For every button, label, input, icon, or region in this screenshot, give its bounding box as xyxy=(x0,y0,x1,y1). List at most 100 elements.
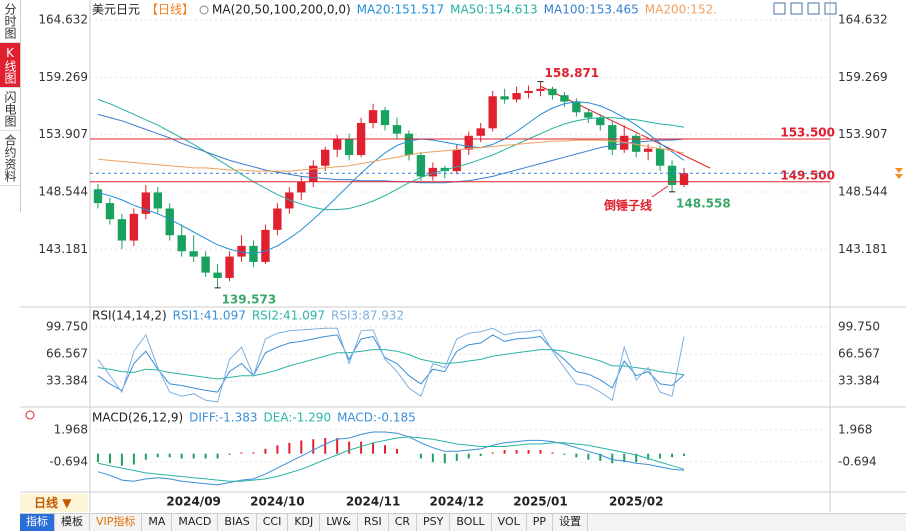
settings-icon[interactable] xyxy=(25,410,35,420)
candle-body xyxy=(536,88,545,91)
ma-line xyxy=(97,101,685,254)
toolbar-button[interactable]: MACD xyxy=(172,514,219,531)
candle-body xyxy=(667,165,677,185)
ma-line xyxy=(97,113,685,184)
candle-body xyxy=(93,189,103,204)
indicator-line xyxy=(97,431,685,486)
icon[interactable] xyxy=(807,2,820,15)
y-tick-label: 99.750 xyxy=(46,319,88,333)
toolbar-button[interactable]: RSI xyxy=(358,514,389,531)
candle-body xyxy=(464,135,473,150)
y-tick-label-right: 159.269 xyxy=(838,70,888,84)
candle-body xyxy=(309,165,318,182)
candle-body xyxy=(129,213,139,241)
candle-body xyxy=(297,181,306,193)
x-tick-label: 2025/01 xyxy=(513,495,567,509)
candle-body xyxy=(105,203,115,220)
x-tick-label: 2024/11 xyxy=(346,495,400,509)
candle-body xyxy=(404,133,414,156)
candle-body xyxy=(620,135,629,150)
candle-body xyxy=(655,148,665,166)
ma-line xyxy=(97,139,685,172)
candle-body xyxy=(488,96,497,129)
toolbar-button[interactable]: BIAS xyxy=(218,514,257,531)
sidebar-tab[interactable]: K线图 xyxy=(0,43,20,88)
toolbar-button[interactable]: 设置 xyxy=(553,514,589,531)
y-tick-label: 1.968 xyxy=(54,422,88,436)
candle-body xyxy=(679,173,689,185)
y-tick-label-right: 33.384 xyxy=(838,374,880,388)
y-tick-label: 143.181 xyxy=(38,242,88,256)
indicator-line xyxy=(97,349,685,380)
y-tick-label-right: 148.544 xyxy=(838,184,888,198)
candle-body xyxy=(368,110,378,123)
chart-title: MACD(26,12,9) xyxy=(92,411,183,425)
annotation-label: 158.871 xyxy=(545,66,600,80)
indicator-line xyxy=(97,327,685,403)
sidebar-tab[interactable]: 合约资料 xyxy=(0,131,20,186)
legend-entry: MA100:153.465 xyxy=(544,3,639,17)
candle-body xyxy=(428,167,438,177)
candle-body xyxy=(332,139,342,150)
y-tick-label: -0.694 xyxy=(49,455,88,469)
toolbar-button[interactable]: MA xyxy=(142,514,173,531)
y-tick-label-right: -0.694 xyxy=(838,455,877,469)
icon[interactable] xyxy=(824,2,837,15)
candle-body xyxy=(500,96,509,100)
y-tick-label: 66.567 xyxy=(46,347,88,361)
x-tick-label: 2025/02 xyxy=(609,495,663,509)
toolbar: 指标 模板 VIP指标 MA MACD BIAS CCI KDJ LW& RSI CR PSY BOLL… xyxy=(20,513,906,531)
toolbar-button[interactable]: 模板 xyxy=(55,514,90,531)
chart-title: RSI(14,14,2) xyxy=(92,309,167,323)
candle-body xyxy=(117,219,127,241)
toolbar-button[interactable]: BOLL xyxy=(450,514,492,531)
y-tick-label: 159.269 xyxy=(38,70,88,84)
candle-body xyxy=(560,95,569,102)
toolbar-button[interactable]: VOL xyxy=(492,514,527,531)
candle-body xyxy=(237,245,246,257)
toolbar-button[interactable]: 指标 xyxy=(20,514,55,531)
candle-body xyxy=(177,235,186,252)
y-tick-label: 148.544 xyxy=(38,184,88,198)
icon[interactable] xyxy=(773,2,786,15)
icon[interactable] xyxy=(790,2,803,15)
toolbar-button[interactable]: PP xyxy=(527,514,554,531)
chart: 倒锤子线 164.632 164.632 159.269 159.269 153.907… xyxy=(20,0,906,512)
candle-body xyxy=(285,192,294,209)
y-tick-label-right: 66.567 xyxy=(838,347,880,361)
period-label: 【日线】 xyxy=(146,3,194,17)
y-tick-label-right: 1.968 xyxy=(838,422,872,436)
toolbar-button[interactable]: PSY xyxy=(417,514,451,531)
candle-body xyxy=(261,229,270,262)
horizontal-line-label: 153.500 xyxy=(780,126,835,140)
candle-body xyxy=(452,149,461,172)
y-tick-label-right: 164.632 xyxy=(838,13,888,27)
x-tick-label: 2024/10 xyxy=(250,495,304,509)
period-button[interactable]: 日线 ▼ xyxy=(20,494,88,512)
toolbar-button[interactable]: CR xyxy=(389,514,418,531)
candle-body xyxy=(141,192,151,214)
candle-body xyxy=(572,101,581,113)
legend-entry: RSI3:87.932 xyxy=(331,309,404,323)
candle-body xyxy=(392,125,402,134)
legend-entry: MA20:151.517 xyxy=(357,3,445,17)
toolbar-button[interactable]: VIP指标 xyxy=(90,514,143,531)
price-arrow xyxy=(895,168,903,179)
window-icons xyxy=(773,2,837,15)
annotation-label: 139.573 xyxy=(222,292,277,306)
period-label: 日线 xyxy=(34,496,59,510)
candle-body xyxy=(416,155,426,177)
sidebar-tab[interactable]: 闪电图 xyxy=(0,88,20,131)
legend-entry: MA200:152. xyxy=(645,3,717,17)
toolbar-button[interactable]: LW& xyxy=(320,514,358,531)
toolbar-button[interactable]: CCI xyxy=(257,514,289,531)
candle-body xyxy=(608,125,617,150)
toolbar-button[interactable]: KDJ xyxy=(288,514,321,531)
x-tick-label: 2024/09 xyxy=(166,495,220,509)
sidebar-tab[interactable]: 分时图 xyxy=(0,0,20,43)
sidebar: 分时图 K线图 闪电图 合约资料 xyxy=(0,0,21,212)
indicator-line xyxy=(97,436,685,482)
candle-body xyxy=(249,245,258,262)
candle-body xyxy=(380,110,390,126)
